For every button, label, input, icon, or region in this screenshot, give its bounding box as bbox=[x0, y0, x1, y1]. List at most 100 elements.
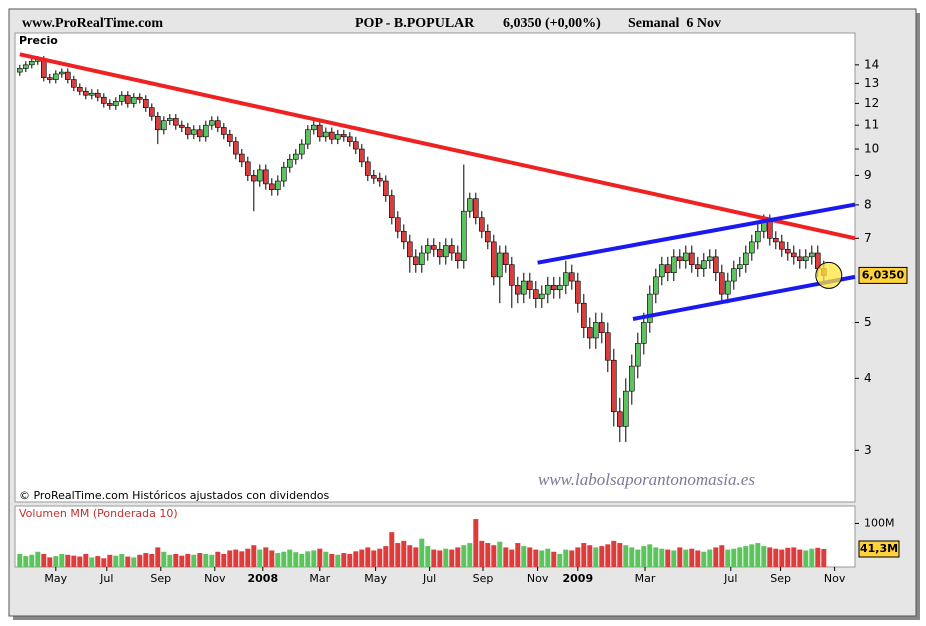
volume-bar bbox=[281, 551, 287, 567]
volume-bar bbox=[227, 550, 233, 567]
candle-body bbox=[340, 134, 347, 138]
candle-body bbox=[718, 272, 725, 295]
panel-label: Volumen MM (Ponderada 10) bbox=[19, 507, 178, 520]
volume-bar bbox=[359, 549, 365, 567]
candle-body bbox=[40, 59, 47, 78]
candle-body bbox=[430, 245, 437, 250]
candle-body bbox=[239, 153, 245, 163]
volume-bar bbox=[125, 556, 131, 567]
volume-bar bbox=[317, 548, 323, 567]
volume-bar bbox=[329, 553, 335, 567]
candle-body bbox=[478, 217, 485, 232]
x-tick-label: 2009 bbox=[562, 572, 593, 585]
volume-bar bbox=[449, 549, 455, 567]
volume-bar bbox=[167, 554, 173, 567]
candle-body bbox=[58, 71, 65, 75]
candle-body bbox=[191, 129, 197, 135]
volume-bar bbox=[713, 547, 719, 567]
candle-body bbox=[694, 264, 701, 269]
candle-body bbox=[352, 141, 359, 150]
candle-body bbox=[167, 118, 173, 121]
volume-bar bbox=[581, 543, 587, 567]
volume-bar bbox=[83, 553, 89, 567]
volume-bar bbox=[251, 545, 257, 567]
candle-body bbox=[221, 127, 227, 135]
candle-body bbox=[256, 169, 263, 182]
candle-body bbox=[622, 390, 629, 427]
candle-body bbox=[436, 248, 443, 258]
volume-bar bbox=[767, 547, 773, 567]
candle-body bbox=[688, 252, 695, 265]
panel-label: Precio bbox=[19, 34, 58, 47]
volume-bar bbox=[365, 547, 371, 567]
candle-body bbox=[808, 252, 815, 258]
volume-bar bbox=[593, 547, 599, 567]
volume-bar bbox=[443, 548, 449, 567]
x-tick-label: Mar bbox=[635, 572, 656, 585]
candle-body bbox=[706, 256, 713, 262]
candle-body bbox=[83, 90, 89, 96]
candle-body bbox=[616, 411, 623, 427]
y-tick-label: 5 bbox=[864, 315, 872, 329]
x-tick-label: Sep bbox=[473, 572, 494, 585]
quote: 6,0350 (+0,00%) bbox=[503, 16, 601, 31]
candle-body bbox=[197, 129, 203, 138]
x-tick-label: Jul bbox=[99, 572, 113, 585]
volume-bar bbox=[149, 553, 155, 567]
y-tick-label: 13 bbox=[864, 76, 879, 90]
y-tick-label: 7 bbox=[864, 231, 872, 245]
candle-body bbox=[670, 256, 677, 274]
candle-body bbox=[442, 245, 449, 258]
x-tick-label: Nov bbox=[527, 572, 549, 585]
volume-bar bbox=[797, 549, 803, 567]
volume-bar bbox=[323, 551, 329, 567]
volume-bar bbox=[293, 552, 299, 567]
last-price-box bbox=[858, 266, 908, 284]
candle-body bbox=[526, 280, 533, 290]
volume-bar bbox=[263, 547, 269, 567]
candle-body bbox=[586, 327, 593, 339]
volume-bar bbox=[503, 547, 509, 567]
candle-body bbox=[556, 285, 563, 290]
volume-bar bbox=[287, 549, 293, 567]
candle-body bbox=[161, 120, 167, 131]
volume-bar bbox=[53, 556, 59, 567]
candle-body bbox=[544, 285, 551, 295]
volume-bar bbox=[305, 551, 311, 567]
candle-body bbox=[125, 94, 131, 104]
volume-bar bbox=[215, 551, 221, 567]
candle-body bbox=[334, 134, 341, 140]
volume-bar bbox=[389, 532, 395, 567]
candle-body bbox=[664, 264, 671, 274]
candle-body bbox=[209, 120, 215, 126]
candle-body bbox=[173, 118, 179, 126]
volume-bar bbox=[623, 545, 629, 567]
candle-body bbox=[215, 120, 221, 128]
candle-body bbox=[454, 252, 461, 262]
candle-body bbox=[262, 169, 269, 185]
candle-body bbox=[724, 280, 731, 295]
volume-bar bbox=[275, 553, 281, 567]
candle-body bbox=[280, 166, 287, 182]
volume-bar bbox=[737, 547, 743, 567]
volume-bar bbox=[335, 554, 341, 567]
trendline bbox=[632, 274, 856, 321]
volume-bar bbox=[371, 550, 377, 567]
volume-bar bbox=[659, 548, 665, 567]
volume-bar bbox=[785, 547, 791, 567]
volume-bar bbox=[671, 550, 677, 567]
volume-bar bbox=[755, 543, 761, 567]
candle-body bbox=[568, 272, 575, 282]
candle-body bbox=[394, 217, 401, 232]
volume-bar bbox=[665, 549, 671, 567]
candle-body bbox=[460, 210, 467, 262]
volume-bar bbox=[377, 548, 383, 567]
x-tick-label: 2008 bbox=[247, 572, 278, 585]
candle-body bbox=[101, 96, 107, 104]
candle-body bbox=[95, 92, 101, 98]
candle-body bbox=[772, 237, 779, 243]
candle-body bbox=[71, 79, 77, 88]
candle-body bbox=[382, 180, 389, 196]
volume-bar bbox=[689, 548, 695, 567]
